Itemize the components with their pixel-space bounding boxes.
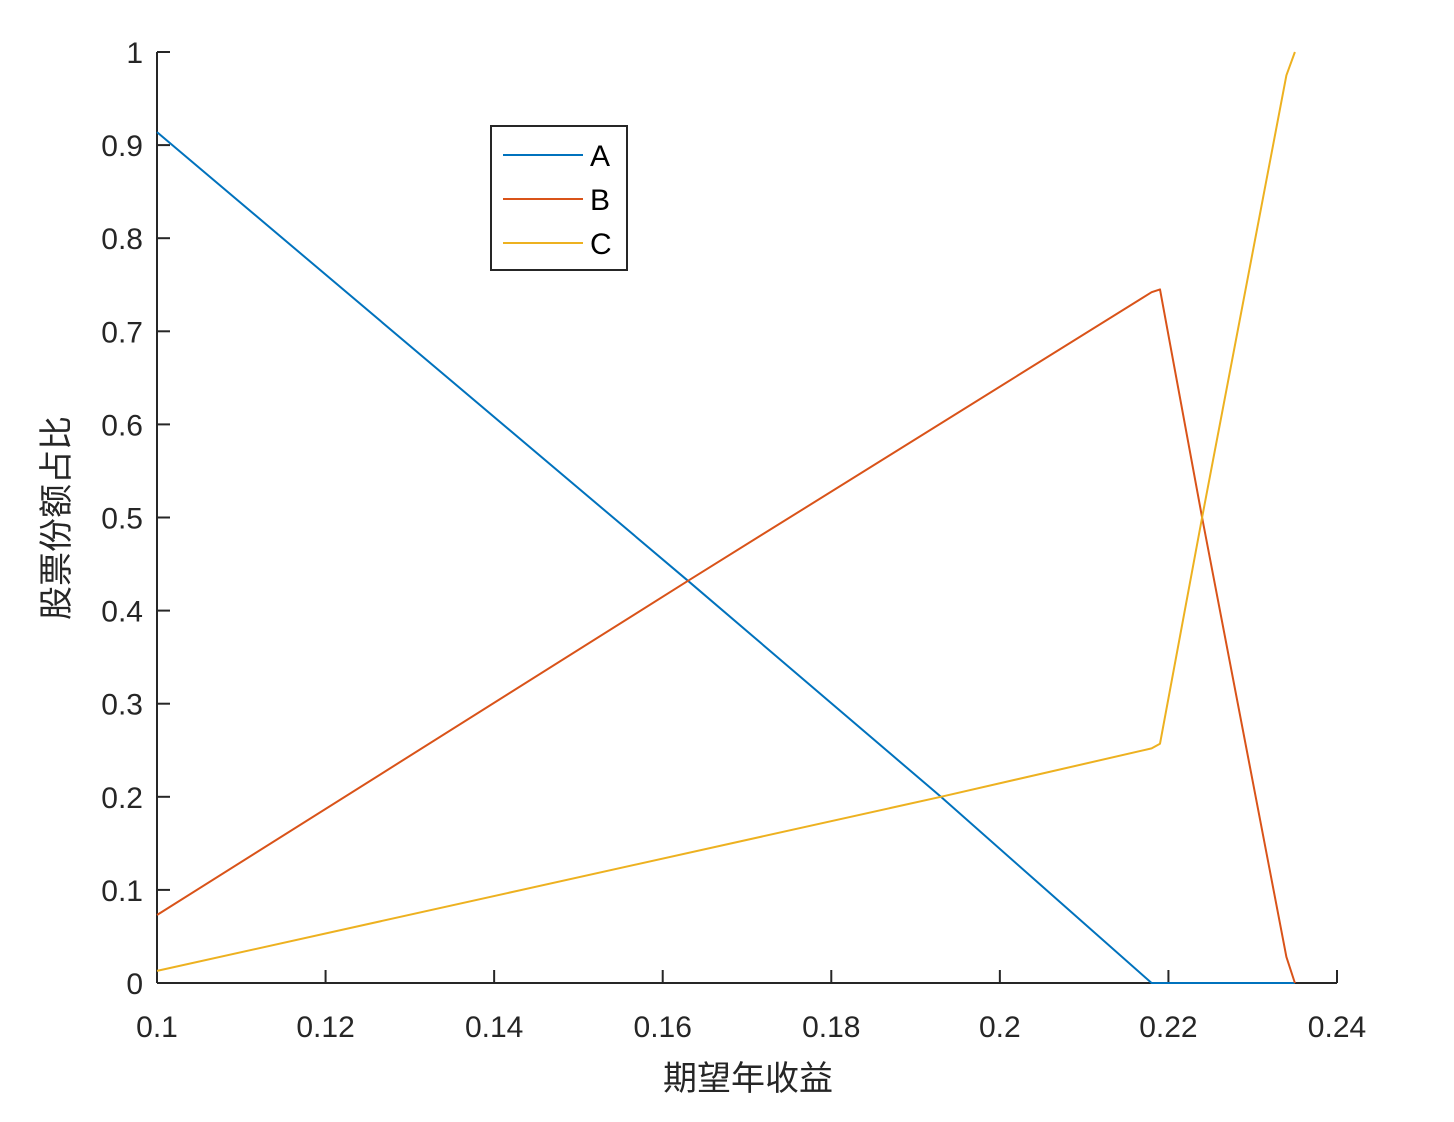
y-tick-label: 0 [126, 968, 143, 1001]
y-tick-label: 0.1 [101, 875, 143, 908]
series-lines [156, 51, 1296, 984]
x-tick-label: 0.14 [465, 1011, 523, 1044]
x-tick-label: 0.16 [634, 1011, 692, 1044]
y-axis-title: 股票份额占比 [37, 416, 77, 620]
legend-label-c: C [590, 228, 612, 261]
y-tick-label: 0.2 [101, 782, 143, 815]
y-tick-label: 0.7 [101, 316, 143, 349]
legend-label-a: A [590, 140, 610, 173]
x-ticks: 0.1 0.12 0.14 0.16 0.18 0.2 0.22 0.24 [136, 970, 1366, 1044]
legend: ABC [490, 125, 628, 271]
x-tick-label: 0.12 [296, 1011, 354, 1044]
series-line-c [156, 51, 1296, 972]
y-tick-label: 0.8 [101, 223, 143, 256]
x-tick-label: 0.2 [979, 1011, 1021, 1044]
x-tick-label: 0.24 [1308, 1011, 1366, 1044]
y-tick-label: 0.5 [101, 503, 143, 536]
x-axis-title: 期望年收益 [663, 1059, 833, 1099]
y-tick-label: 0.3 [101, 689, 143, 722]
y-ticks: 0 0.1 0.2 0.3 0.4 0.5 0.6 0.7 0.8 0.9 1 [101, 37, 170, 1001]
y-tick-label: 0.9 [101, 130, 143, 163]
series-line-b [156, 288, 1296, 984]
y-tick-label: 1 [126, 37, 143, 70]
axes [156, 52, 1337, 984]
x-tick-label: 0.18 [802, 1011, 860, 1044]
y-tick-label: 0.6 [101, 409, 143, 442]
x-tick-label: 0.22 [1139, 1011, 1197, 1044]
legend-label-b: B [590, 184, 610, 217]
y-tick-label: 0.4 [101, 596, 143, 629]
x-tick-label: 0.1 [136, 1011, 178, 1044]
